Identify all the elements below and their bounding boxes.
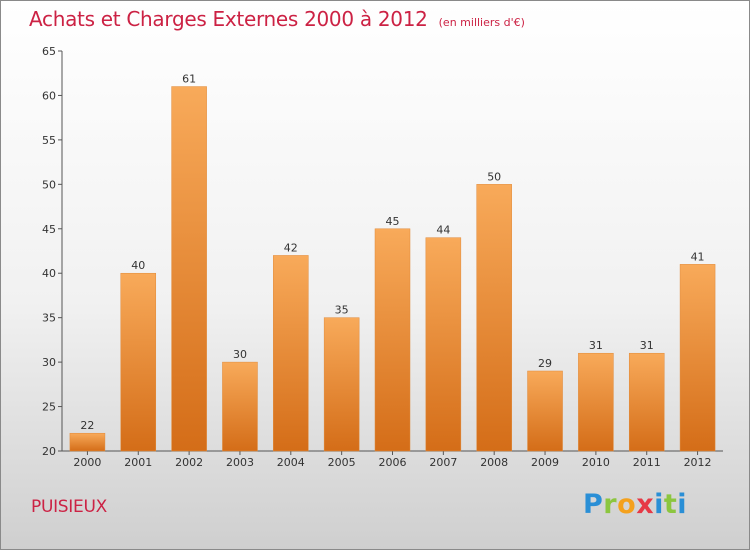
bar-value-label: 29	[538, 357, 552, 370]
bar-2004	[273, 255, 309, 452]
y-tick-label: 55	[42, 134, 56, 147]
y-tick-label: 30	[42, 356, 56, 369]
bar-2007	[425, 237, 462, 452]
logo-letter: r	[603, 489, 618, 520]
y-tick-label: 25	[42, 401, 56, 414]
bar-2011	[628, 352, 665, 452]
logo-letter: o	[617, 489, 637, 520]
bar-value-label: 41	[691, 250, 705, 263]
bar-2008	[476, 184, 512, 452]
bar-2006	[374, 228, 411, 452]
bar-value-label: 22	[80, 419, 94, 432]
bar-2005	[323, 317, 360, 452]
bar-value-label: 30	[233, 348, 247, 361]
bar-value-label: 40	[131, 259, 145, 272]
x-tick-label: 2011	[633, 456, 661, 469]
x-tick-label: 2004	[277, 456, 305, 469]
axes: 20 25 30 35 40 45 50 55 60 65 2000 2001 2002 2003 2004…	[42, 45, 723, 469]
x-tick-label: 2001	[124, 456, 152, 469]
y-tick-label: 20	[42, 445, 56, 458]
bar-value-label: 61	[182, 73, 196, 86]
logo-letter: x	[636, 489, 655, 520]
bars	[69, 86, 716, 452]
x-tick-label: 2000	[73, 456, 101, 469]
bar-value-label: 42	[284, 241, 298, 254]
title-row: Achats et Charges Externes 2000 à 2012 (…	[29, 7, 525, 31]
bar-2009	[527, 370, 563, 452]
x-tick-label: 2005	[328, 456, 356, 469]
bar-2012	[679, 264, 716, 452]
bar-2003	[222, 361, 258, 452]
bar-value-label: 44	[436, 224, 450, 237]
logo-letter: i	[677, 489, 688, 520]
data-labels: 22 40 61 30 42 35 45 44 50 29 31 31 41	[80, 73, 704, 433]
logo-letter: P	[583, 489, 604, 520]
x-tick-label: 2006	[379, 456, 407, 469]
town-name: PUISIEUX	[31, 497, 107, 517]
logo-letter: t	[663, 489, 678, 520]
bar-2002	[171, 86, 207, 452]
bar-2000	[69, 432, 106, 452]
x-tick-label: 2012	[684, 456, 712, 469]
y-tick-label: 60	[42, 89, 56, 102]
bar-value-label: 31	[640, 339, 654, 352]
y-tick-label: 40	[42, 267, 56, 280]
y-tick-label: 65	[42, 45, 56, 58]
x-tick-label: 2010	[582, 456, 610, 469]
logo-letter: i	[654, 489, 664, 520]
bar-value-label: 50	[487, 170, 501, 183]
x-tick-label: 2009	[531, 456, 559, 469]
chart-subtitle: (en milliers d'€)	[438, 16, 525, 29]
x-tick-label: 2007	[429, 456, 457, 469]
x-tick-label: 2008	[480, 456, 508, 469]
y-tick-label: 45	[42, 223, 56, 236]
bar-value-label: 35	[335, 304, 349, 317]
x-tick-label: 2003	[226, 456, 254, 469]
proxiti-logo: Proxiti	[583, 489, 687, 520]
chart-title: Achats et Charges Externes 2000 à 2012	[29, 7, 428, 31]
bar-2001	[120, 272, 157, 452]
bar-value-label: 31	[589, 339, 603, 352]
y-tick-label: 50	[42, 178, 56, 191]
y-tick-label: 35	[42, 312, 56, 325]
bar-value-label: 45	[386, 215, 400, 228]
bar-2010	[578, 352, 614, 452]
x-tick-label: 2002	[175, 456, 203, 469]
